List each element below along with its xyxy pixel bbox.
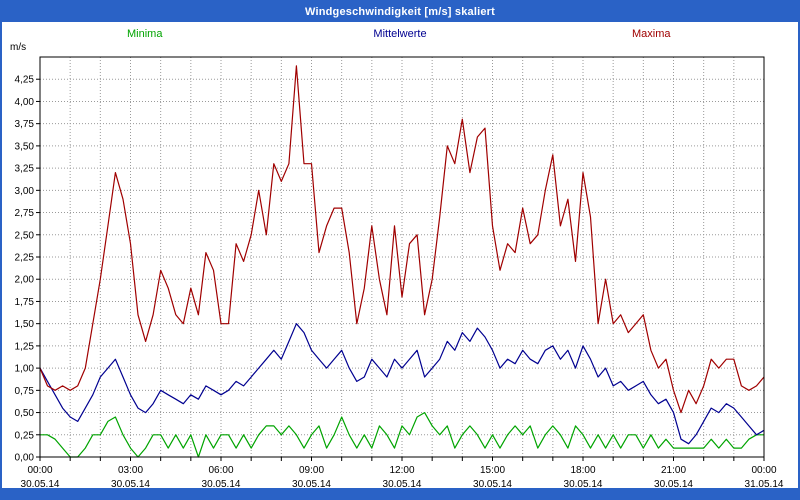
legend-minima: Minima [127,28,163,40]
svg-text:2,50: 2,50 [15,230,35,241]
svg-text:30.05.14: 30.05.14 [21,479,60,490]
svg-text:3,75: 3,75 [15,119,35,130]
svg-text:30.05.14: 30.05.14 [111,479,150,490]
svg-text:2,75: 2,75 [15,208,35,219]
svg-text:0,75: 0,75 [15,386,35,397]
svg-text:06:00: 06:00 [208,465,233,476]
legend-maxima: Maxima [632,28,671,40]
svg-text:31.05.14: 31.05.14 [745,479,784,490]
svg-text:4,00: 4,00 [15,97,35,108]
svg-text:3,25: 3,25 [15,164,35,175]
svg-text:15:00: 15:00 [480,465,505,476]
bottom-bar [2,488,798,498]
svg-text:2,25: 2,25 [15,253,35,264]
legend-mittelwerte: Mittelwerte [373,28,427,40]
svg-text:0,00: 0,00 [15,453,35,464]
svg-text:12:00: 12:00 [389,465,414,476]
svg-text:4,25: 4,25 [15,75,35,86]
svg-text:30.05.14: 30.05.14 [383,479,422,490]
page-title: Windgeschwindigkeit [m/s] skaliert [304,6,496,18]
svg-text:00:00: 00:00 [27,465,52,476]
svg-text:2,00: 2,00 [15,275,35,286]
svg-text:1,50: 1,50 [15,319,35,330]
svg-text:3,50: 3,50 [15,141,35,152]
svg-text:00:00: 00:00 [751,465,776,476]
svg-text:30.05.14: 30.05.14 [564,479,603,490]
svg-text:3,00: 3,00 [15,186,35,197]
svg-text:30.05.14: 30.05.14 [654,479,693,490]
svg-text:21:00: 21:00 [661,465,686,476]
svg-text:0,25: 0,25 [15,430,35,441]
svg-text:1,00: 1,00 [15,364,35,375]
svg-text:09:00: 09:00 [299,465,324,476]
y-axis-unit-label: m/s [10,42,27,53]
svg-text:30.05.14: 30.05.14 [473,479,512,490]
svg-text:1,75: 1,75 [15,297,35,308]
svg-text:1,25: 1,25 [15,341,35,352]
svg-text:03:00: 03:00 [118,465,143,476]
title-bar: Windgeschwindigkeit [m/s] skaliert [2,2,798,22]
svg-text:30.05.14: 30.05.14 [292,479,331,490]
svg-text:18:00: 18:00 [570,465,595,476]
svg-text:30.05.14: 30.05.14 [202,479,241,490]
svg-text:0,50: 0,50 [15,408,35,419]
